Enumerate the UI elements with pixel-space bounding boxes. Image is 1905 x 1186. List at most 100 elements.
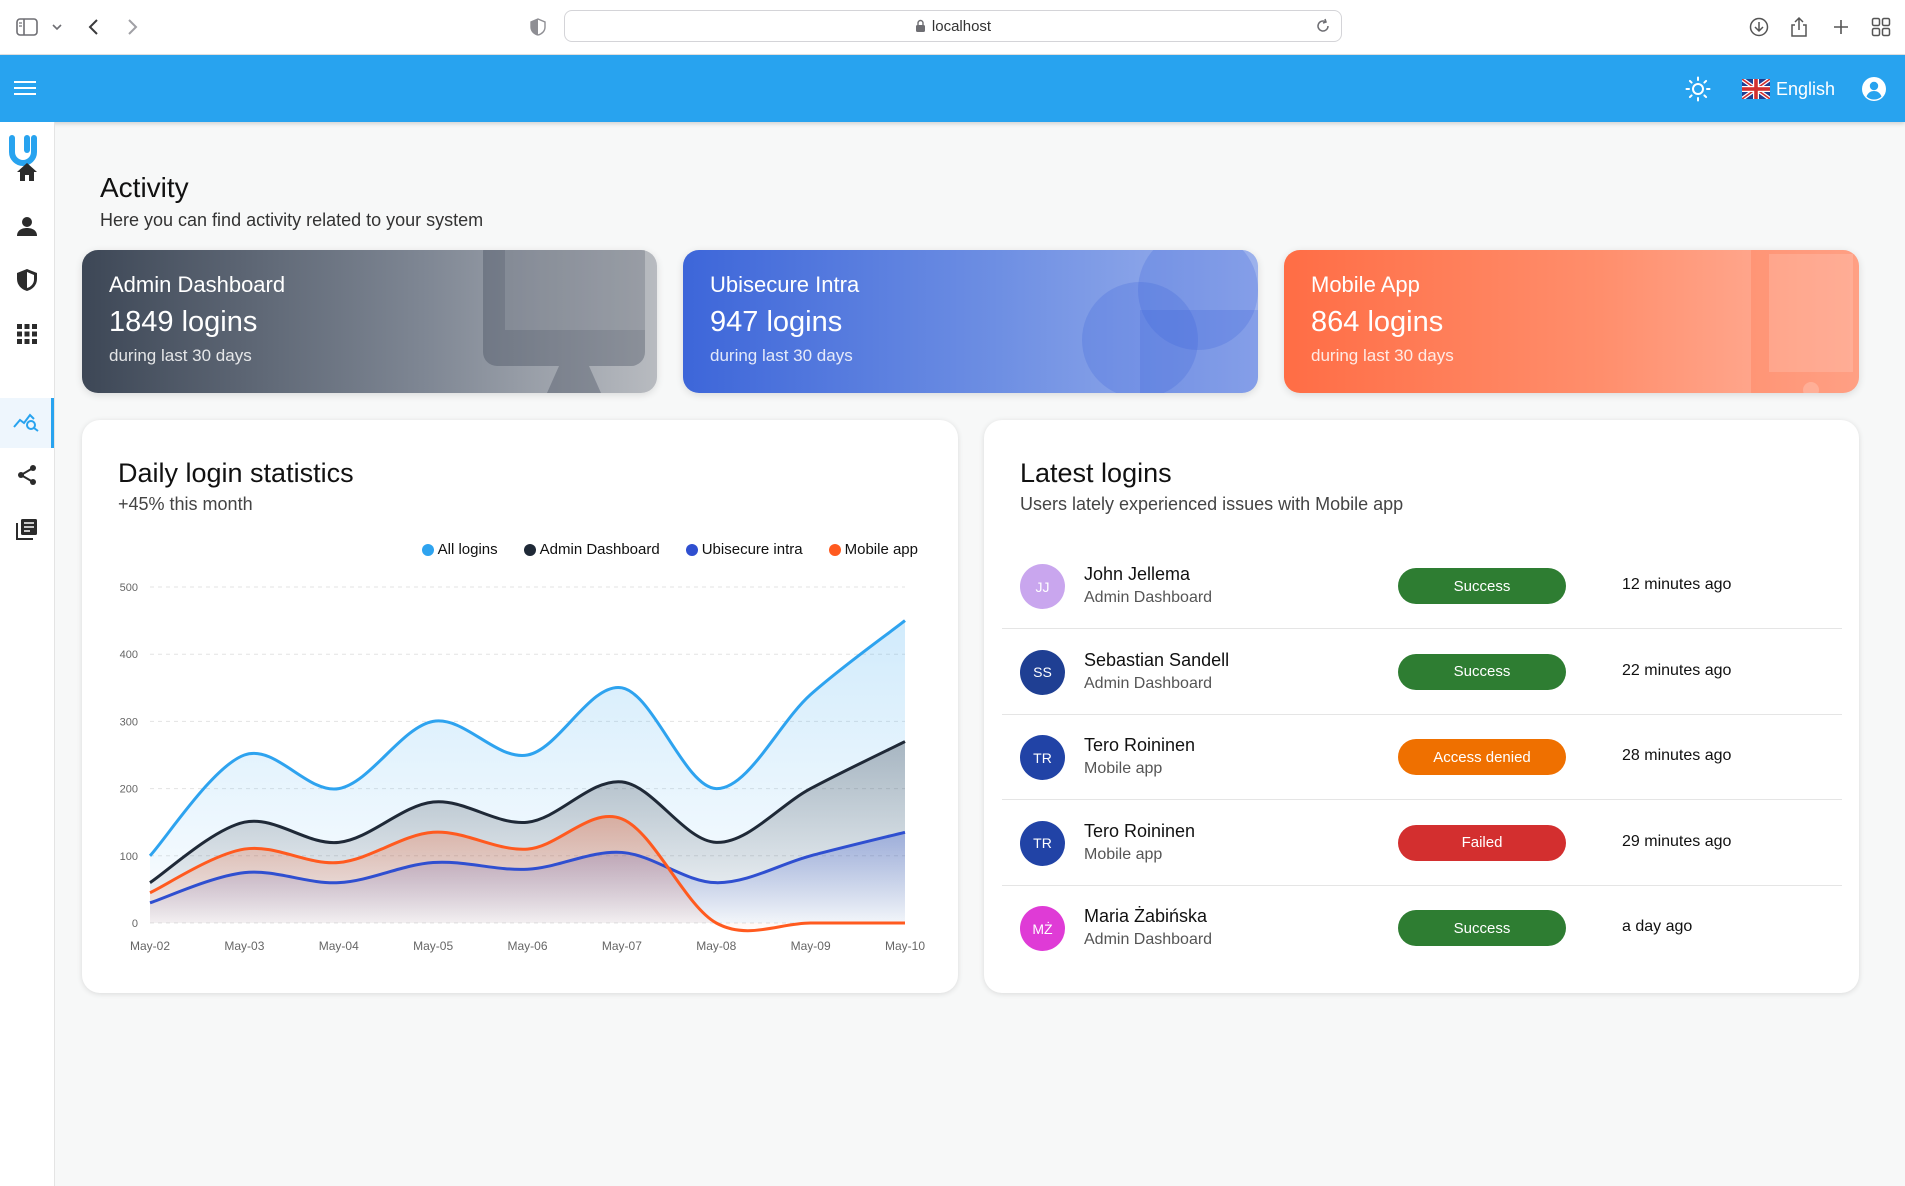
stat-card-admin-dashboard[interactable]: Admin Dashboard 1849 logins during last … xyxy=(82,250,657,393)
daily-login-statistics-panel: Daily login statistics +45% this month A… xyxy=(82,420,958,993)
legend-item[interactable]: Ubisecure intra xyxy=(685,541,803,558)
chart-legend: All logins Admin Dashboard Ubisecure intra… xyxy=(82,541,918,558)
series-line xyxy=(149,830,906,905)
avatar: MŻ xyxy=(1020,906,1065,951)
logins-title: Latest logins xyxy=(1020,458,1172,488)
y-tick-label: 0 xyxy=(132,918,138,930)
card-subtitle: during last 30 days xyxy=(109,346,252,365)
series-line xyxy=(149,815,905,933)
brand-logo-icon[interactable] xyxy=(8,134,40,168)
legend-item[interactable]: All logins xyxy=(421,541,498,558)
series-line xyxy=(149,740,906,884)
sidebar-item-apps[interactable] xyxy=(0,311,54,361)
legend-label: Mobile app xyxy=(844,541,918,558)
legend-label: Ubisecure intra xyxy=(701,541,803,558)
stat-card-ubisecure-intra[interactable]: Ubisecure Intra 947 logins during last 3… xyxy=(683,250,1258,393)
lock-icon xyxy=(915,19,926,33)
list-item[interactable]: SS Sebastian Sandell Admin Dashboard Succes… xyxy=(1002,630,1842,715)
chart-title: Daily login statistics xyxy=(118,458,354,488)
y-tick-label: 300 xyxy=(120,716,138,728)
user-name: John Jellema xyxy=(1084,564,1191,584)
x-tick-label: May-10 xyxy=(885,939,925,953)
new-tab-icon[interactable] xyxy=(1828,14,1854,40)
status-badge: Success xyxy=(1398,568,1566,604)
app-name: Mobile app xyxy=(1084,845,1163,863)
shield-icon xyxy=(16,268,38,297)
legend-label: All logins xyxy=(437,541,498,558)
avatar: TR xyxy=(1020,820,1065,866)
sidebar-item-activity[interactable] xyxy=(0,398,54,448)
list-item[interactable]: MŻ Maria Żabińska Admin Dashboard Success a … xyxy=(1002,886,1842,971)
download-icon[interactable] xyxy=(1746,14,1772,40)
share-page-icon[interactable] xyxy=(1786,14,1812,40)
page-subtitle: Here you can find activity related to yo… xyxy=(100,210,484,230)
legend-label: Admin Dashboard xyxy=(539,541,660,558)
card-value: 864 logins xyxy=(1311,306,1444,338)
y-tick-label: 500 xyxy=(120,582,138,594)
login-area-chart: 0 100 200 300 400 500 May-02 May-03 May-04 May-05… xyxy=(120,582,926,953)
app-header: English xyxy=(0,55,1905,122)
list-item[interactable]: TR Tero Roininen Mobile app Access denied 28… xyxy=(1002,715,1842,800)
legend-dot xyxy=(421,543,434,556)
x-tick-label: May-06 xyxy=(507,939,547,953)
y-tick-label: 400 xyxy=(120,649,138,661)
login-time: 28 minutes ago xyxy=(1622,747,1732,764)
app-name: Admin Dashboard xyxy=(1084,674,1213,692)
sidebar xyxy=(0,122,55,1186)
legend-dot xyxy=(685,543,698,556)
stat-card-mobile-app[interactable]: Mobile App 864 logins during last 30 day… xyxy=(1284,250,1859,393)
privacy-shield-icon[interactable] xyxy=(525,14,551,40)
card-value: 947 logins xyxy=(710,306,843,338)
list-item[interactable]: TR Tero Roininen Mobile app Failed 29 minute… xyxy=(1002,801,1842,886)
account-icon[interactable] xyxy=(1860,75,1888,103)
monitor-icon xyxy=(477,250,657,393)
sidebar-item-home[interactable] xyxy=(0,149,54,199)
forward-icon[interactable] xyxy=(120,14,146,40)
avatar: TR xyxy=(1020,735,1065,780)
sidebar-toggle-icon[interactable] xyxy=(14,14,40,40)
user-name: Tero Roininen xyxy=(1084,735,1196,755)
y-tick-label: 200 xyxy=(120,784,138,796)
url-bar[interactable]: localhost xyxy=(564,10,1342,42)
card-subtitle: during last 30 days xyxy=(710,346,853,365)
card-title: Ubisecure Intra xyxy=(710,272,860,297)
chevron-down-icon[interactable] xyxy=(44,14,70,40)
sidebar-item-share[interactable] xyxy=(0,452,54,502)
legend-item[interactable]: Admin Dashboard xyxy=(523,541,660,558)
user-name: Tero Roininen xyxy=(1084,820,1196,841)
card-subtitle: during last 30 days xyxy=(1311,346,1454,365)
x-tick-label: May-05 xyxy=(413,939,453,953)
list-item[interactable]: JJ John Jellema Admin Dashboard Success 12 m… xyxy=(1002,544,1842,629)
activity-analytics-icon xyxy=(12,410,39,437)
sidebar-item-users[interactable] xyxy=(0,203,54,253)
library-books-icon xyxy=(16,518,38,545)
x-tick-label: May-09 xyxy=(791,939,831,953)
person-icon xyxy=(16,215,38,242)
series-line xyxy=(148,619,906,857)
avatar: SS xyxy=(1020,649,1065,695)
reload-icon[interactable] xyxy=(1315,18,1331,38)
tab-overview-icon[interactable] xyxy=(1868,14,1894,40)
x-tick-label: May-02 xyxy=(130,939,170,953)
legend-item[interactable]: Mobile app xyxy=(828,541,918,558)
back-icon[interactable] xyxy=(80,14,106,40)
user-name: Maria Żabińska xyxy=(1084,906,1208,926)
cloud-icon xyxy=(1078,250,1258,393)
series-area xyxy=(150,816,905,931)
url-text: localhost xyxy=(931,17,992,35)
status-badge: Success xyxy=(1398,910,1566,946)
x-tick-label: May-04 xyxy=(319,939,359,953)
card-title: Mobile App xyxy=(1311,272,1420,297)
status-badge: Access denied xyxy=(1398,739,1566,775)
home-icon xyxy=(15,161,39,188)
status-badge: Failed xyxy=(1398,824,1566,861)
card-title: Admin Dashboard xyxy=(109,272,286,297)
sidebar-item-docs[interactable] xyxy=(0,506,54,556)
login-time: 22 minutes ago xyxy=(1622,661,1732,679)
language-selector[interactable]: English xyxy=(1742,75,1835,103)
sidebar-item-security[interactable] xyxy=(0,257,54,307)
uk-flag-icon xyxy=(1742,79,1770,99)
sun-icon[interactable] xyxy=(1684,75,1712,103)
menu-icon[interactable] xyxy=(12,75,38,101)
row-divider xyxy=(1002,713,1842,715)
